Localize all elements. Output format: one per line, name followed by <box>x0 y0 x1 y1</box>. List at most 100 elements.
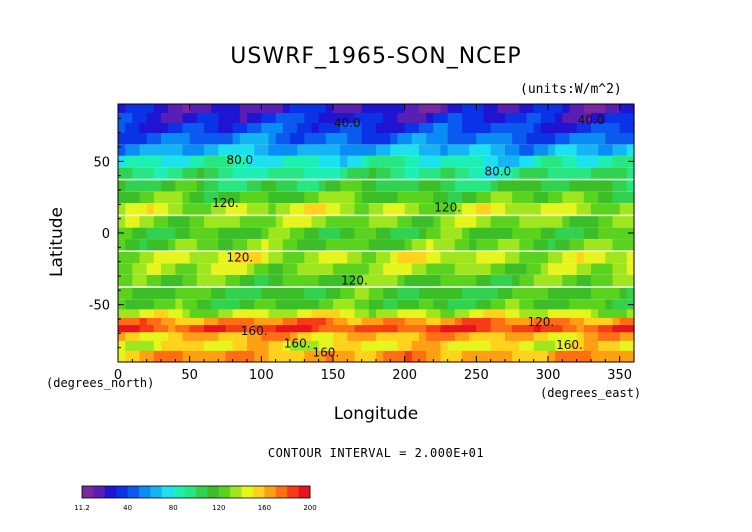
heatmap-cell <box>275 133 284 145</box>
heatmap-cell <box>433 332 442 344</box>
heatmap-cell <box>548 317 556 330</box>
heatmap-cell <box>376 239 384 251</box>
heatmap-cell <box>211 191 219 204</box>
heatmap-cell <box>290 332 298 344</box>
heatmap-cell <box>404 180 413 192</box>
heatmap-cell <box>626 274 635 287</box>
heatmap-cell <box>490 299 499 311</box>
heatmap-cell <box>591 239 599 251</box>
heatmap-cell <box>218 180 227 192</box>
heatmap-cell <box>261 350 270 363</box>
heatmap-cell <box>583 239 592 251</box>
heatmap-cell <box>440 203 449 215</box>
heatmap-cell <box>598 309 606 321</box>
heatmap-cell <box>304 299 313 311</box>
heatmap-cell <box>476 332 485 344</box>
heatmap-cell <box>598 340 606 353</box>
heatmap-cell <box>519 299 528 311</box>
heatmap-cell <box>505 122 513 135</box>
heatmap-cell <box>426 251 434 264</box>
heatmap-cell <box>268 144 277 156</box>
heatmap-cell <box>132 263 141 275</box>
heatmap-cell <box>440 216 449 228</box>
heatmap-cell <box>583 180 592 192</box>
contour-label: 160. <box>241 324 268 338</box>
heatmap-cell <box>605 317 614 330</box>
heatmap-cell <box>569 350 578 363</box>
heatmap-cell <box>462 216 470 228</box>
heatmap-cell <box>562 122 571 135</box>
heatmap-cell <box>368 340 377 353</box>
heatmap-cell <box>512 251 520 264</box>
heatmap-cell <box>139 180 148 192</box>
heatmap-cell <box>411 203 420 215</box>
heatmap-cell <box>261 216 270 228</box>
heatmap-cell <box>411 167 420 179</box>
heatmap-cell <box>454 299 463 311</box>
heatmap-cell <box>512 216 520 228</box>
heatmap-cell <box>354 155 363 168</box>
heatmap-cell <box>211 112 219 125</box>
heatmap-cell <box>497 340 506 353</box>
heatmap-cell <box>347 340 356 353</box>
heatmap-cell <box>247 350 255 363</box>
heatmap-cell <box>340 239 348 251</box>
heatmap-cell <box>490 239 499 251</box>
heatmap-cell <box>462 155 470 168</box>
heatmap-cell <box>447 251 456 264</box>
heatmap-cell <box>232 144 241 156</box>
colorbar-swatch <box>82 486 94 498</box>
heatmap-cell <box>261 203 270 215</box>
heatmap-cell <box>304 104 313 115</box>
heatmap-cell <box>497 191 506 204</box>
heatmap-cell <box>125 112 133 125</box>
heatmap-cell <box>153 251 162 264</box>
heatmap-cell <box>196 317 205 330</box>
heatmap-cell <box>125 299 133 311</box>
heatmap-cell <box>583 309 592 321</box>
colorbar-swatch <box>298 486 311 498</box>
heatmap-cell <box>153 144 162 156</box>
heatmap-cell <box>347 299 356 311</box>
heatmap-cell <box>505 274 513 287</box>
heatmap-cell <box>533 155 542 168</box>
heatmap-cell <box>333 350 341 363</box>
heatmap-cell <box>275 340 284 353</box>
heatmap-cell <box>397 274 406 287</box>
heatmap-cell <box>619 112 628 125</box>
heatmap-cell <box>454 203 463 215</box>
heatmap-cell <box>282 155 291 168</box>
heatmap-cell <box>175 287 184 300</box>
heatmap-cell <box>211 299 219 311</box>
heatmap-cell <box>519 203 528 215</box>
heatmap-cell <box>526 133 535 145</box>
heatmap-cell <box>512 122 520 135</box>
heatmap-cell <box>433 274 442 287</box>
heatmap-cell <box>218 274 227 287</box>
heatmap-cell <box>275 299 284 311</box>
heatmap-cell <box>333 216 341 228</box>
heatmap-cell <box>605 340 614 353</box>
heatmap-cell <box>333 191 341 204</box>
heatmap-cell <box>505 251 513 264</box>
heatmap-cell <box>189 155 198 168</box>
heatmap-cell <box>297 332 305 344</box>
heatmap-cell <box>196 263 205 275</box>
heatmap-cell <box>347 180 356 192</box>
heatmap-cell <box>239 167 248 179</box>
heatmap-cell <box>569 104 578 115</box>
heatmap-cell <box>462 239 470 251</box>
heatmap-cell <box>397 216 406 228</box>
heatmap-cell <box>132 203 141 215</box>
heatmap-cell <box>204 287 212 300</box>
heatmap-cell <box>397 104 406 115</box>
heatmap-cell <box>354 309 363 321</box>
heatmap-cell <box>168 122 176 135</box>
heatmap-cell <box>404 325 413 337</box>
heatmap-cell <box>447 317 456 330</box>
heatmap-cell <box>333 239 341 251</box>
heatmap-cell <box>239 317 248 330</box>
heatmap-cell <box>139 274 148 287</box>
heatmap-cell <box>290 144 298 156</box>
heatmap-cell <box>204 317 212 330</box>
